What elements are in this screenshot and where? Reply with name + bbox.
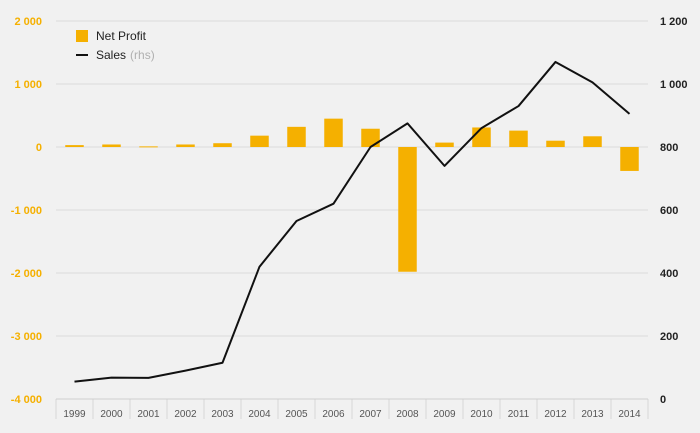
legend-net-profit-label: Net Profit (96, 29, 147, 43)
right-tick-label: 0 (660, 394, 666, 406)
x-tick-label: 2003 (211, 409, 234, 420)
bar-2009 (435, 142, 454, 147)
legend-sales-label: Sales (96, 48, 126, 62)
x-tick-label: 2014 (618, 409, 641, 420)
x-tick-label: 2012 (544, 409, 567, 420)
left-axis: 2 000 1 000 0 -1 000 -2 000 -3 000 -4 000 (11, 16, 42, 406)
right-tick-label: 1 200 (660, 16, 688, 28)
right-tick-label: 200 (660, 331, 678, 343)
bar-2007 (361, 128, 380, 147)
bar-2013 (583, 136, 602, 147)
x-tick-label: 2007 (359, 409, 382, 420)
legend-net-profit-swatch (76, 30, 88, 42)
x-axis: 1999 2000 2001 2002 2003 2004 2005 2006 2007 2008… (63, 409, 641, 420)
x-tick-label: 2013 (581, 409, 604, 420)
x-tick-label: 2001 (137, 409, 160, 420)
legend-sales-suffix: (rhs) (130, 48, 155, 62)
bar-1999 (65, 145, 84, 147)
bar-2002 (176, 144, 195, 147)
bar-2011 (509, 130, 528, 147)
right-tick-label: 600 (660, 205, 678, 217)
x-tick-label: 1999 (63, 409, 86, 420)
x-tick-label: 2011 (508, 409, 530, 420)
bar-2004 (250, 135, 269, 147)
bar-2005 (287, 126, 306, 147)
gridlines (55, 20, 649, 419)
bar-2008 (398, 147, 417, 272)
right-tick-label: 1 000 (660, 79, 688, 91)
sales-line-group (74, 60, 631, 383)
left-tick-label: -2 000 (11, 268, 42, 280)
bar-2006 (324, 118, 343, 147)
left-tick-label: 0 (36, 142, 42, 154)
left-tick-label: -3 000 (11, 331, 42, 343)
svg-text:Sales(rhs): Sales (rhs) (96, 48, 155, 62)
bar-2014 (620, 147, 639, 171)
bar-2001 (139, 146, 158, 148)
x-tick-label: 2004 (248, 409, 271, 420)
left-tick-label: 2 000 (14, 16, 42, 28)
x-tick-label: 2010 (470, 409, 493, 420)
x-tick-label: 2006 (322, 409, 345, 420)
bar-2000 (102, 144, 121, 147)
right-tick-label: 800 (660, 142, 678, 154)
legend: Net Profit Sales (rhs) (76, 29, 155, 62)
bar-2003 (213, 143, 232, 147)
bar-2012 (546, 140, 565, 147)
sales-line (74, 60, 631, 383)
x-tick-label: 2009 (433, 409, 456, 420)
bar-2010 (472, 127, 491, 147)
x-tick-label: 2000 (100, 409, 123, 420)
left-tick-label: 1 000 (14, 79, 42, 91)
left-tick-label: -1 000 (11, 205, 42, 217)
x-tick-label: 2008 (396, 409, 419, 420)
net-profit-bars (65, 118, 639, 272)
right-tick-label: 400 (660, 268, 678, 280)
x-tick-label: 2002 (174, 409, 197, 420)
right-axis: 1 200 1 000 800 600 400 200 0 (660, 16, 688, 406)
left-tick-label: -4 000 (11, 394, 42, 406)
x-tick-label: 2005 (285, 409, 308, 420)
